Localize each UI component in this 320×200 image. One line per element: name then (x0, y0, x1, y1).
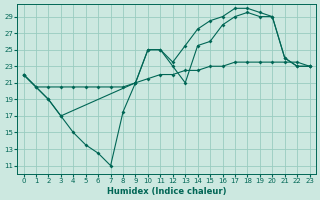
X-axis label: Humidex (Indice chaleur): Humidex (Indice chaleur) (107, 187, 226, 196)
